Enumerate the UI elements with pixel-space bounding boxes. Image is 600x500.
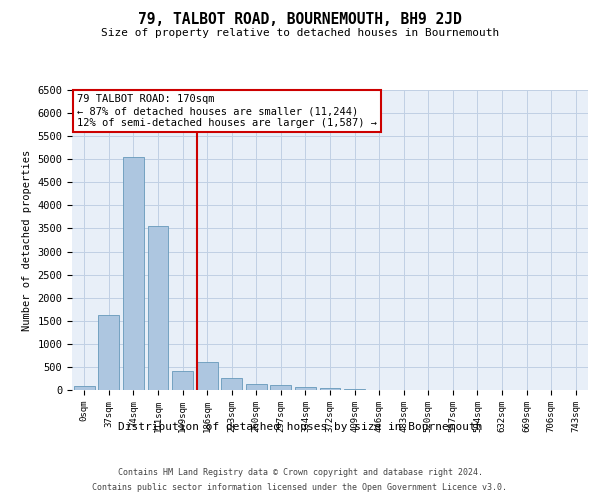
Bar <box>221 378 242 390</box>
Bar <box>123 157 144 390</box>
Text: Contains HM Land Registry data © Crown copyright and database right 2024.: Contains HM Land Registry data © Crown c… <box>118 468 482 477</box>
Bar <box>197 362 218 390</box>
Text: Size of property relative to detached houses in Bournemouth: Size of property relative to detached ho… <box>101 28 499 38</box>
Bar <box>74 386 95 390</box>
Y-axis label: Number of detached properties: Number of detached properties <box>22 150 32 330</box>
Bar <box>172 371 193 390</box>
Bar <box>148 226 169 390</box>
Text: Distribution of detached houses by size in Bournemouth: Distribution of detached houses by size … <box>118 422 482 432</box>
Bar <box>295 386 316 390</box>
Bar <box>98 315 119 390</box>
Bar <box>320 388 340 390</box>
Text: Contains public sector information licensed under the Open Government Licence v3: Contains public sector information licen… <box>92 483 508 492</box>
Text: 79 TALBOT ROAD: 170sqm
← 87% of detached houses are smaller (11,244)
12% of semi: 79 TALBOT ROAD: 170sqm ← 87% of detached… <box>77 94 377 128</box>
Text: 79, TALBOT ROAD, BOURNEMOUTH, BH9 2JD: 79, TALBOT ROAD, BOURNEMOUTH, BH9 2JD <box>138 12 462 28</box>
Bar <box>344 388 365 390</box>
Bar <box>271 385 292 390</box>
Bar <box>246 384 267 390</box>
